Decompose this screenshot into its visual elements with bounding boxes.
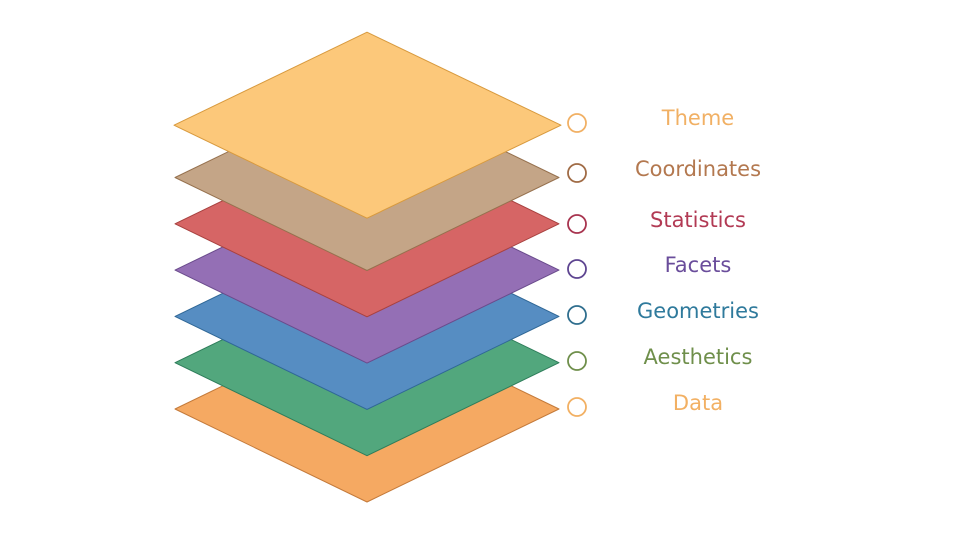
theme-label: Theme: [661, 106, 734, 130]
layer-labels: Data Aesthetics Geometries Facets Statistics…: [635, 106, 761, 415]
statistics-label: Statistics: [650, 208, 746, 232]
aesthetics-label: Aesthetics: [644, 345, 753, 369]
coordinates-label: Coordinates: [635, 157, 761, 181]
theme-marker-icon: [567, 113, 587, 133]
geometries-label: Geometries: [637, 299, 759, 323]
statistics-marker-icon: [567, 214, 587, 234]
data-label: Data: [673, 391, 723, 415]
layer-planes: [173, 31, 562, 503]
facets-label: Facets: [665, 253, 732, 277]
aesthetics-marker-icon: [567, 351, 587, 371]
data-marker-icon: [567, 397, 587, 417]
theme-plane: [173, 31, 562, 219]
geometries-marker-icon: [567, 305, 587, 325]
facets-marker-icon: [567, 259, 587, 279]
coordinates-marker-icon: [567, 163, 587, 183]
layer-markers: [567, 113, 587, 417]
